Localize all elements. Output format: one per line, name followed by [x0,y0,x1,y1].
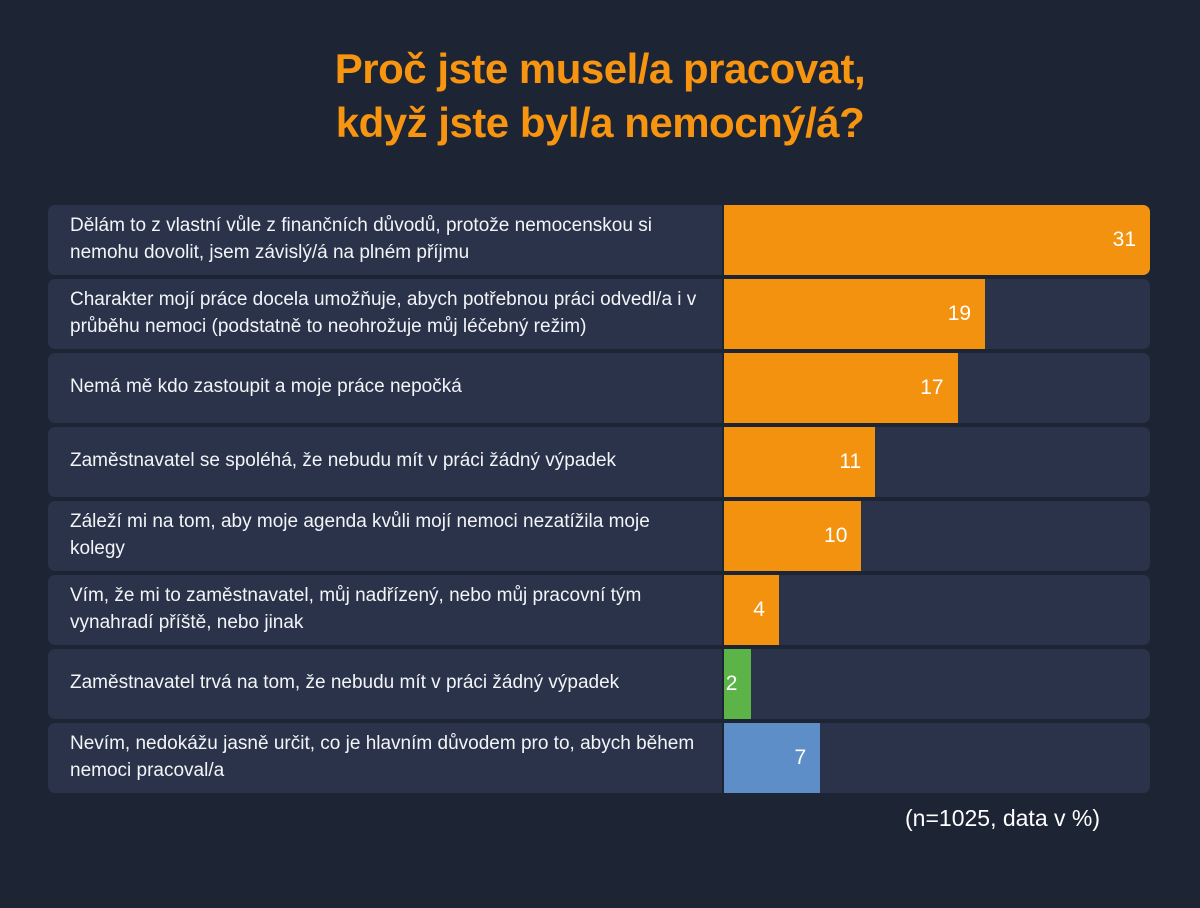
chart-row: Nevím, nedokážu jasně určit, co je hlavn… [48,722,1150,793]
bar-track: 10 [724,500,1150,571]
bar-track: 17 [724,352,1150,423]
bar-value: 2 [725,671,738,695]
bar-track: 11 [724,426,1150,497]
chart-row: Charakter mojí práce docela umožňuje, ab… [48,278,1150,349]
bar-rows: Dělám to z vlastní vůle z finančních dův… [48,204,1150,793]
bar: 4 [724,574,779,645]
bar: 17 [724,352,958,423]
row-label: Zaměstnavatel se spoléhá, že nebudu mít … [48,426,722,497]
bar-chart: Dělám to z vlastní vůle z finančních dův… [48,204,1150,832]
bar-value: 31 [1112,227,1136,251]
chart-row: Dělám to z vlastní vůle z finančních dův… [48,204,1150,275]
bar-value: 17 [920,375,944,399]
bar: 11 [724,426,876,497]
chart-row: Zaměstnavatel se spoléhá, že nebudu mít … [48,426,1150,497]
chart-title: Proč jste musel/a pracovat, když jste by… [334,45,866,146]
row-label: Nevím, nedokážu jasně určit, co je hlavn… [48,722,722,793]
row-label: Záleží mi na tom, aby moje agenda kvůli … [48,500,722,571]
row-label: Zaměstnavatel trvá na tom, že nebudu mít… [48,648,722,719]
chart-row: Vím, že mi to zaměstnavatel, můj nadříze… [48,574,1150,645]
bar-track: 19 [724,278,1150,349]
chart-row: Nemá mě kdo zastoupit a moje práce nepoč… [48,352,1150,423]
bar-track: 7 [724,722,1150,793]
bar: 7 [724,722,821,793]
row-label: Dělám to z vlastní vůle z finančních dův… [48,204,722,275]
bar-track: 2 [724,648,1150,719]
row-label: Nemá mě kdo zastoupit a moje práce nepoč… [48,352,722,423]
bar: 19 [724,278,986,349]
bar-track: 31 [724,204,1150,275]
bar-value: 7 [794,745,807,769]
bar: 10 [724,500,862,571]
bar-track: 4 [724,574,1150,645]
bar-value: 4 [753,597,765,621]
bar-value: 11 [839,449,862,473]
row-label: Charakter mojí práce docela umožňuje, ab… [48,278,722,349]
bar: 2 [724,648,752,719]
chart-row: Záleží mi na tom, aby moje agenda kvůli … [48,500,1150,571]
bar-value: 10 [824,523,848,547]
sample-size-note: (n=1025, data v %) [905,804,1100,831]
bar-value: 19 [947,301,972,325]
chart-row: Zaměstnavatel trvá na tom, že nebudu mít… [48,648,1150,719]
bar: 31 [724,204,1150,275]
row-label: Vím, že mi to zaměstnavatel, můj nadříze… [48,574,722,645]
